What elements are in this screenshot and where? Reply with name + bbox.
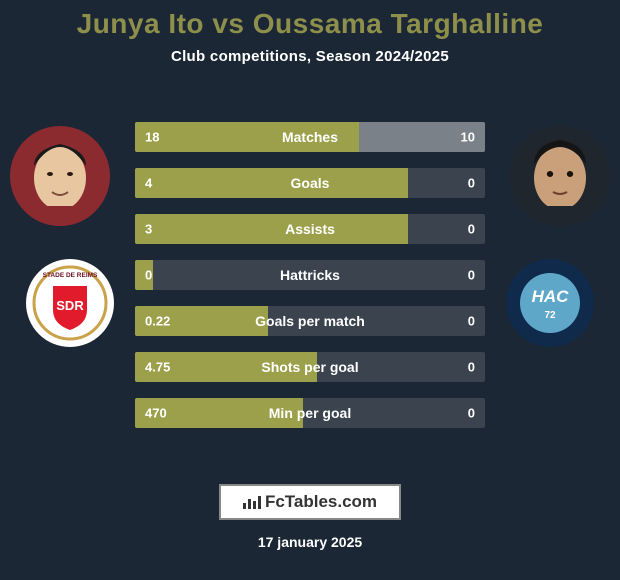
stat-value-right: 0 — [468, 406, 475, 421]
brand-badge: FcTables.com — [219, 484, 401, 520]
player-photo-left — [10, 126, 110, 226]
svg-text:72: 72 — [544, 310, 556, 321]
stat-row: 0.220Goals per match — [135, 306, 485, 336]
stat-value-right: 10 — [461, 130, 475, 145]
stat-row: 30Assists — [135, 214, 485, 244]
stat-value-left: 3 — [145, 222, 152, 237]
bar-chart-icon — [243, 495, 261, 509]
svg-text:SDR: SDR — [56, 298, 84, 313]
brand-text: FcTables.com — [265, 492, 377, 511]
avatar-left-icon — [10, 126, 110, 226]
stat-value-left: 0.22 — [145, 314, 170, 329]
stat-row: 4700Min per goal — [135, 398, 485, 428]
bar-left — [135, 214, 408, 244]
club-badge-left: SDR STADE DE REIMS — [25, 258, 115, 348]
stat-value-right: 0 — [468, 176, 475, 191]
page-title: Junya Ito vs Oussama Targhalline — [0, 0, 620, 40]
stat-value-left: 470 — [145, 406, 167, 421]
lehavre-badge-icon: HAC 72 — [505, 258, 595, 348]
stat-value-right: 0 — [468, 314, 475, 329]
footer: FcTables.com 17 january 2025 — [0, 484, 620, 550]
stat-value-right: 0 — [468, 360, 475, 375]
stat-value-right: 0 — [468, 222, 475, 237]
stat-value-left: 0 — [145, 268, 152, 283]
stat-row: 40Goals — [135, 168, 485, 198]
stat-row: 1810Matches — [135, 122, 485, 152]
stat-value-left: 4.75 — [145, 360, 170, 375]
subtitle: Club competitions, Season 2024/2025 — [0, 48, 620, 65]
stat-value-left: 4 — [145, 176, 152, 191]
bar-left — [135, 122, 359, 152]
stat-label: Hattricks — [135, 267, 485, 283]
stat-bars: 1810Matches40Goals30Assists00Hattricks0.… — [135, 122, 485, 444]
stat-value-left: 18 — [145, 130, 159, 145]
date-text: 17 january 2025 — [0, 534, 620, 550]
club-badge-right: HAC 72 — [505, 258, 595, 348]
stat-value-right: 0 — [468, 268, 475, 283]
svg-text:HAC: HAC — [532, 287, 570, 306]
comparison-card: Junya Ito vs Oussama Targhalline Club co… — [0, 0, 620, 580]
stat-row: 0 0Hattricks — [135, 260, 485, 290]
reims-badge-icon: SDR STADE DE REIMS — [25, 258, 115, 348]
stat-row: 4.750Shots per goal — [135, 352, 485, 382]
svg-text:STADE DE REIMS: STADE DE REIMS — [43, 272, 98, 279]
avatar-right-icon — [510, 126, 610, 226]
bar-left — [135, 168, 408, 198]
player-photo-right — [510, 126, 610, 226]
